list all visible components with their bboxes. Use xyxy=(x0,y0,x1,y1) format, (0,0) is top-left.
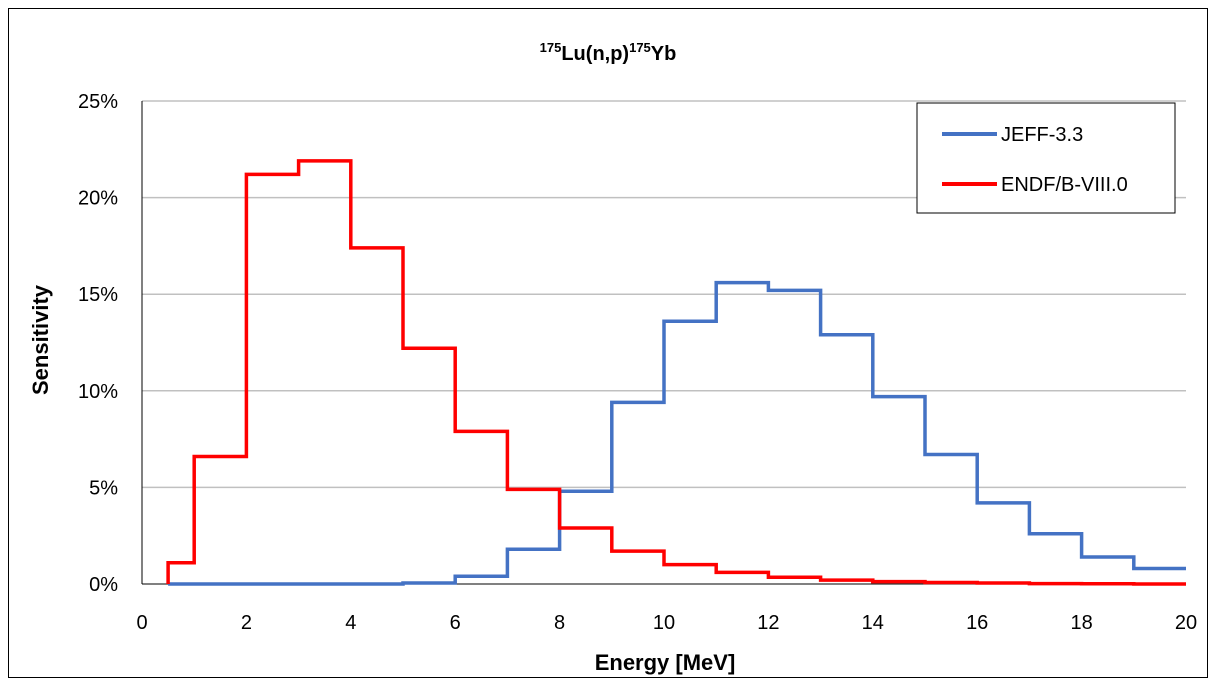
x-tick-label: 8 xyxy=(554,612,565,634)
y-tick-label: 0% xyxy=(89,574,118,596)
y-tick-label: 15% xyxy=(78,284,118,306)
legend: JEFF-3.3 ENDF/B-VIII.0 xyxy=(916,102,1176,214)
title-mass-number: 175 xyxy=(540,40,562,55)
title-product: Yb xyxy=(651,43,677,65)
x-tick-label: 14 xyxy=(862,612,884,634)
x-tick-label: 0 xyxy=(136,612,147,634)
series-lines xyxy=(166,159,1186,586)
title-product-mass-number: 175 xyxy=(629,40,651,55)
y-tick-label: 20% xyxy=(78,188,118,210)
tick-labels: 0 2 4 6 8 10 12 14 16 18 20 0% 5% 10% 15% 20% 25% xyxy=(78,91,1197,634)
legend-label-endf: ENDF/B-VIII.0 xyxy=(1001,174,1128,196)
title-reaction: Lu(n,p) xyxy=(561,43,629,65)
x-tick-label: 4 xyxy=(345,612,356,634)
x-tick-label: 6 xyxy=(450,612,461,634)
y-tick-label: 25% xyxy=(78,91,118,113)
x-tick-label: 20 xyxy=(1175,612,1197,634)
y-axis-title: Sensitivity xyxy=(28,284,53,395)
x-tick-label: 18 xyxy=(1070,612,1092,634)
x-tick-label: 12 xyxy=(757,612,779,634)
x-axis-title: Energy [MeV] xyxy=(595,650,736,675)
y-tick-label: 5% xyxy=(89,477,118,499)
y-tick-label: 10% xyxy=(78,381,118,403)
x-tick-label: 10 xyxy=(653,612,675,634)
series-line-endf xyxy=(166,159,1186,586)
x-tick-label: 2 xyxy=(241,612,252,634)
chart-title: 175Lu(n,p)175Yb xyxy=(540,40,677,65)
legend-box xyxy=(916,102,1176,214)
series-line-jeff xyxy=(168,280,1186,586)
x-tick-label: 16 xyxy=(966,612,988,634)
legend-label-jeff: JEFF-3.3 xyxy=(1001,124,1083,146)
